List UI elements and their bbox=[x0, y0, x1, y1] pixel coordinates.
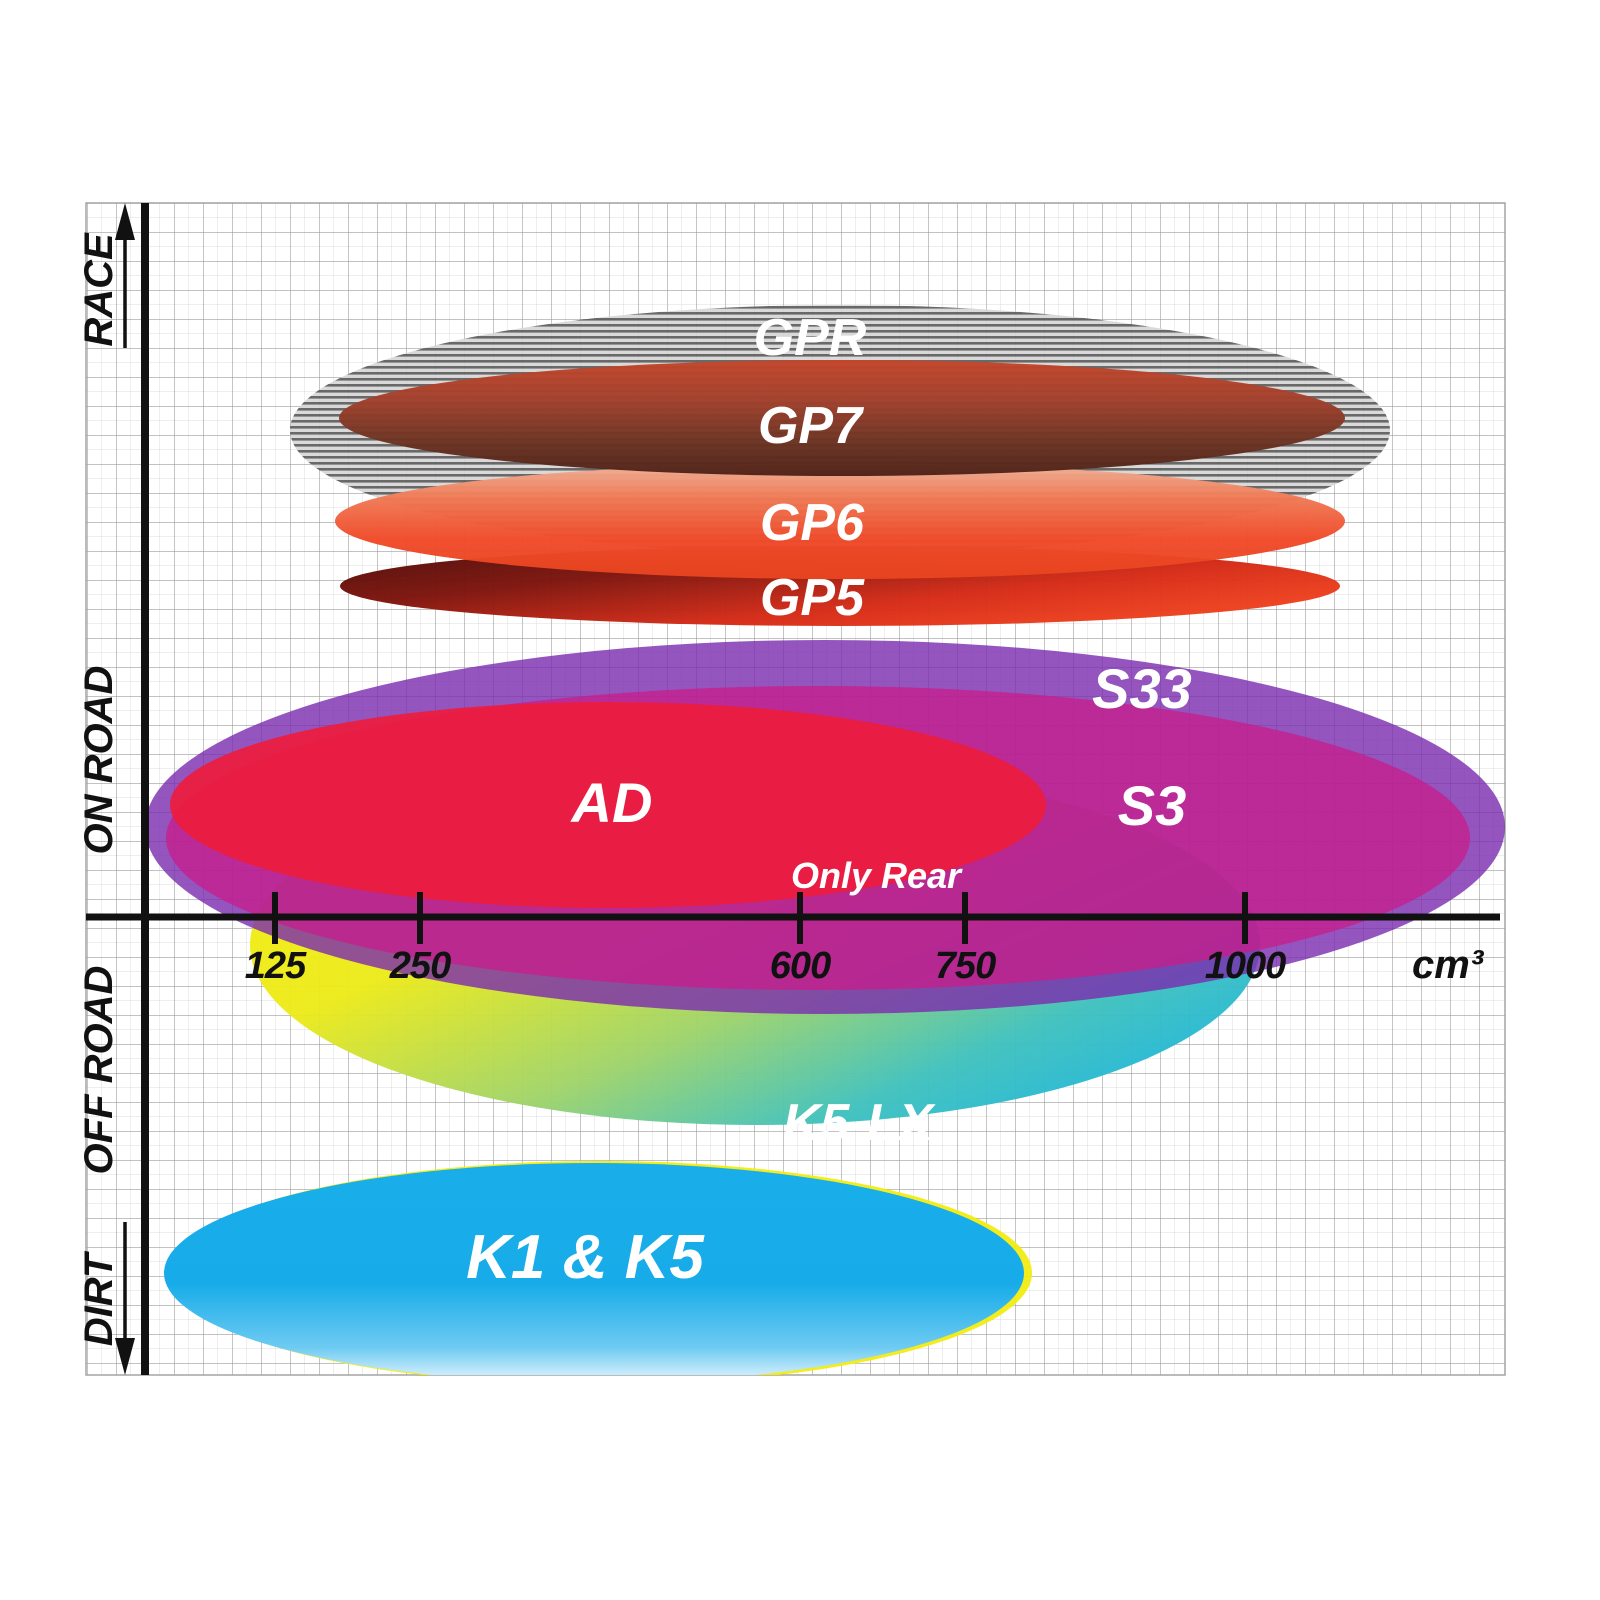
region-label-ad: AD bbox=[570, 771, 653, 834]
y-band-dirt: DIRT bbox=[77, 1222, 135, 1375]
x-axis-unit-text: cm³ bbox=[1412, 943, 1485, 987]
region-k1-k5 bbox=[164, 1161, 1032, 1375]
y-band-onroad: ON ROAD bbox=[77, 666, 121, 855]
y-band-label-offroad: OFF ROAD bbox=[77, 966, 121, 1175]
x-tick-label-125: 125 bbox=[245, 945, 307, 987]
x-tick-label-750: 750 bbox=[935, 945, 996, 987]
region-label-gp6: GP6 bbox=[760, 494, 865, 552]
x-tick-label-250: 250 bbox=[389, 945, 451, 987]
y-band-label-onroad: ON ROAD bbox=[77, 666, 121, 855]
chart-axes bbox=[86, 203, 1500, 1375]
y-band-race: RACE bbox=[77, 203, 135, 348]
y-band-offroad: OFF ROAD bbox=[77, 966, 121, 1175]
region-label-s3: S3 bbox=[1118, 774, 1187, 837]
y-band-label-dirt: DIRT bbox=[77, 1250, 121, 1346]
x-tick-label-600: 600 bbox=[770, 945, 831, 987]
y-band-label-race: RACE bbox=[77, 232, 121, 347]
region-label-k5lx: K5-LX bbox=[783, 1094, 937, 1152]
x-axis-ticks bbox=[272, 892, 1248, 944]
x-axis-unit-label: cm³ bbox=[1412, 943, 1485, 987]
region-label-gpr: GPR bbox=[754, 309, 867, 367]
annotation-only-rear: Only Rear bbox=[791, 855, 963, 896]
x-tick-label-1000: 1000 bbox=[1205, 945, 1286, 987]
region-gp7 bbox=[339, 360, 1345, 476]
region-label-k1-k5: K1 & K5 bbox=[466, 1223, 705, 1292]
region-ad bbox=[170, 702, 1046, 908]
region-label-gp7: GP7 bbox=[758, 397, 864, 455]
region-label-gp5: GP5 bbox=[760, 569, 865, 627]
region-label-s33: S33 bbox=[1092, 657, 1192, 720]
region-gp6 bbox=[335, 463, 1345, 579]
